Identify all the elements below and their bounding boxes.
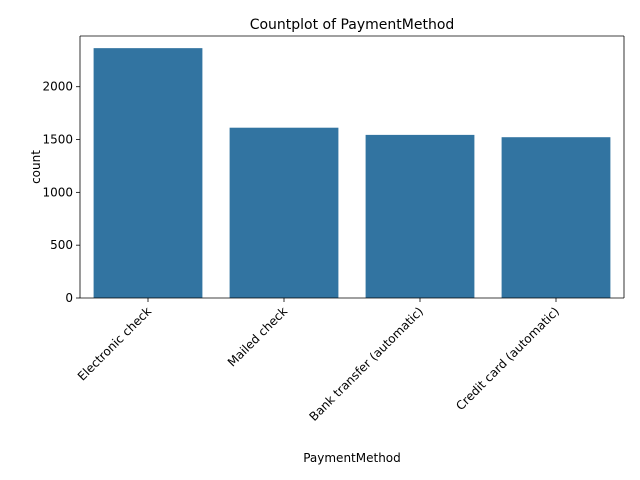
bars-group [93,48,611,298]
bar [93,48,203,298]
x-tick-label: Electronic check [75,304,154,383]
bar [501,137,611,298]
y-tick-label: 500 [50,238,73,252]
x-tick-label: Credit card (automatic) [453,304,562,413]
bar [229,127,339,298]
chart-title: Countplot of PaymentMethod [250,17,455,33]
bar [365,134,475,298]
x-axis-label: PaymentMethod [303,451,401,465]
y-axis-label: count [29,150,43,184]
x-axis: Electronic check Mailed check Bank transfe… [75,298,562,424]
y-tick-label: 1000 [42,185,73,199]
x-tick-label: Mailed check [225,304,290,369]
y-tick-label: 2000 [42,80,73,94]
y-axis: 0 500 1000 1500 2000 [42,80,80,305]
y-tick-label: 1500 [42,133,73,147]
y-tick-label: 0 [65,291,73,305]
x-tick-label: Bank transfer (automatic) [306,304,426,424]
